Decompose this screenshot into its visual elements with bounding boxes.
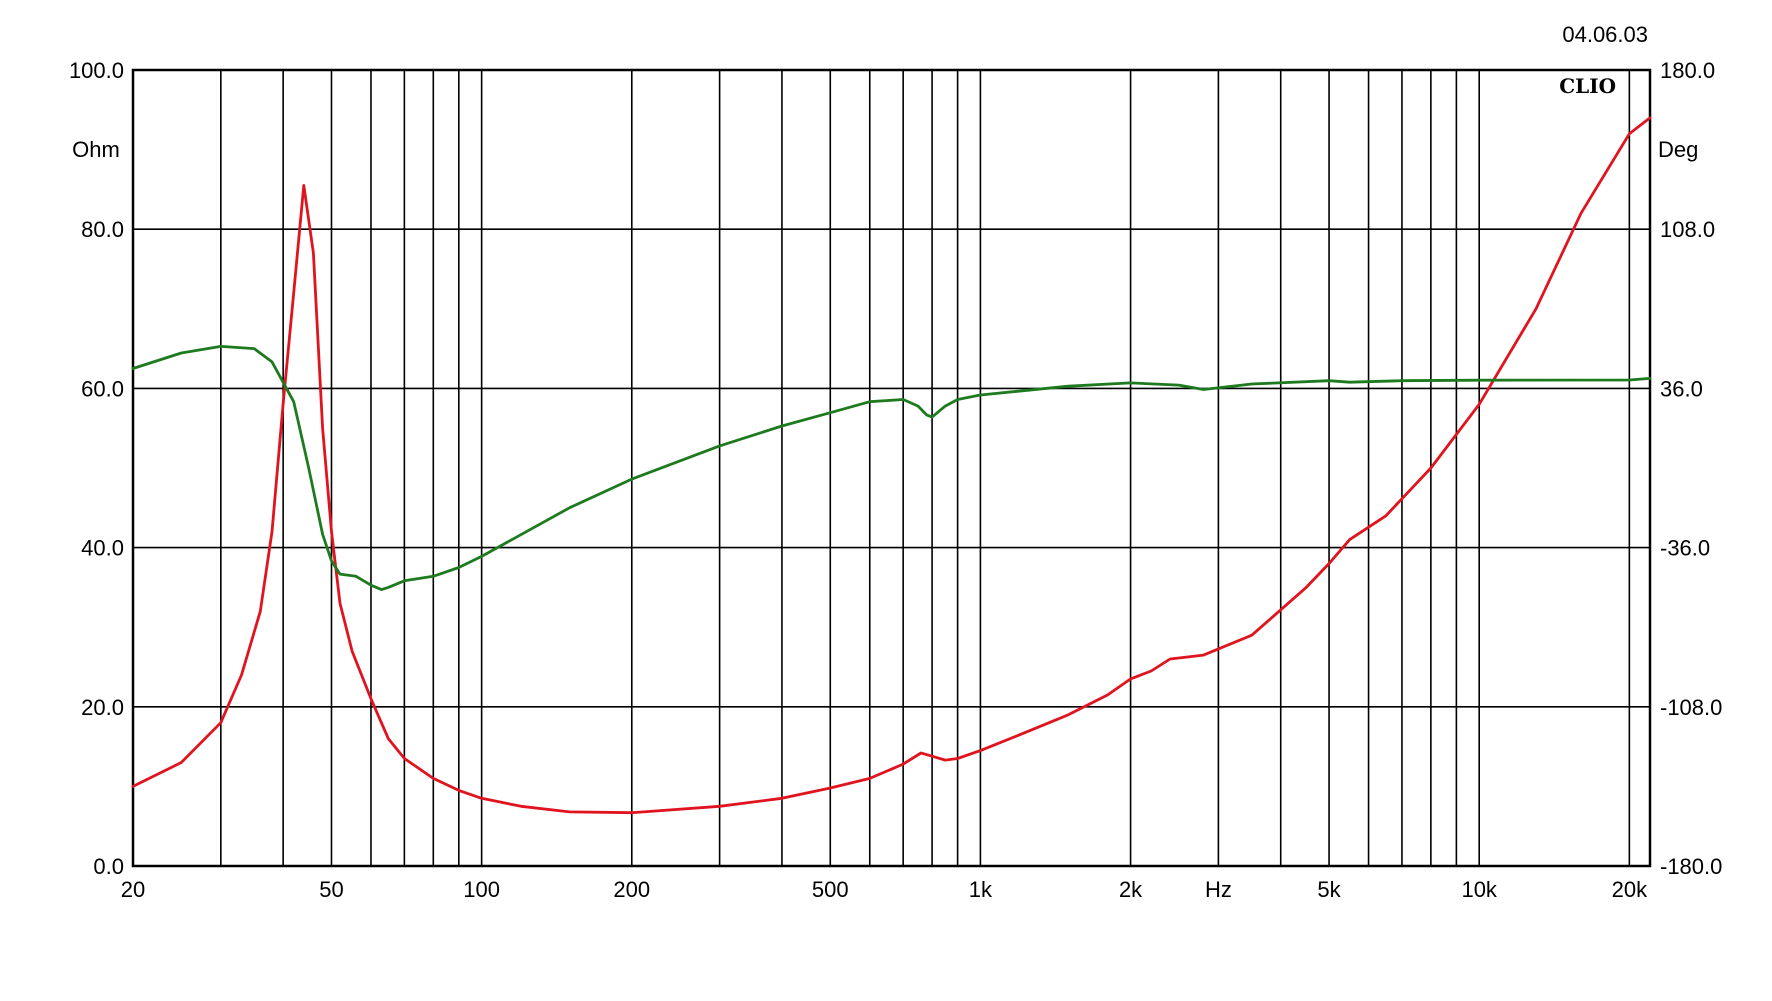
y-grid-lines <box>133 69 1650 867</box>
right-tick-labels: -180.0 -108.0 -36.0 36.0 108.0 180.0 <box>1660 58 1722 879</box>
x-grid-lines <box>132 70 1631 866</box>
x-tick-label: 50 <box>319 877 343 902</box>
x-tick-label: 1k <box>969 877 993 902</box>
x-tick-label: 20 <box>121 877 145 902</box>
x-tick-label: 5k <box>1317 877 1341 902</box>
measurement-date: 04.06.03 <box>1562 22 1648 47</box>
left-tick-label: 80.0 <box>81 217 124 242</box>
x-tick-label: 20k <box>1612 877 1648 902</box>
right-tick-label: 108.0 <box>1660 217 1715 242</box>
left-tick-label: 20.0 <box>81 695 124 720</box>
left-tick-label: 100.0 <box>69 58 124 83</box>
right-tick-label: -36.0 <box>1660 536 1710 561</box>
right-axis-unit: Deg <box>1658 137 1698 162</box>
right-tick-label: -108.0 <box>1660 695 1722 720</box>
clio-logo: CLIO <box>1559 74 1616 98</box>
x-tick-labels: 20 50 100 200 500 1k 2k 5k 10k 20k <box>121 877 1648 902</box>
left-axis-unit: Ohm <box>72 137 120 162</box>
x-tick-label: 200 <box>613 877 650 902</box>
x-tick-label: 10k <box>1461 877 1497 902</box>
x-tick-label: 2k <box>1119 877 1143 902</box>
series-layer <box>131 116 1652 815</box>
plot-frame <box>131 68 1652 868</box>
left-tick-labels: 0.0 20.0 40.0 60.0 80.0 100.0 <box>69 58 124 879</box>
right-tick-label: 180.0 <box>1660 58 1715 83</box>
right-tick-label: -180.0 <box>1660 854 1722 879</box>
x-axis-unit: Hz <box>1205 877 1232 902</box>
phase-curve <box>131 344 1652 591</box>
x-tick-label: 500 <box>812 877 849 902</box>
left-tick-label: 0.0 <box>93 854 124 879</box>
left-tick-label: 40.0 <box>81 536 124 561</box>
impedance-curve <box>131 116 1652 815</box>
left-tick-label: 60.0 <box>81 376 124 401</box>
right-tick-label: 36.0 <box>1660 376 1703 401</box>
x-tick-label: 100 <box>463 877 500 902</box>
